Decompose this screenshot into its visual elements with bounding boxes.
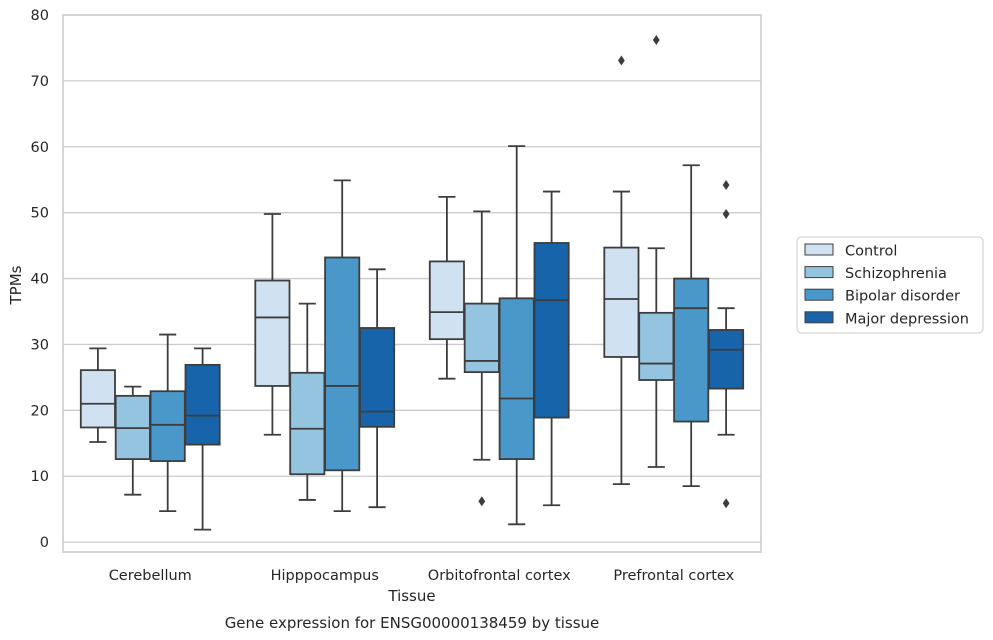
y-tick-label: 70 xyxy=(31,74,49,90)
legend-swatch xyxy=(804,243,834,256)
box-mark xyxy=(324,179,361,513)
outlier-point xyxy=(618,55,625,66)
outlier-point xyxy=(652,35,660,46)
iqr-box xyxy=(149,390,186,462)
box-mark xyxy=(708,179,745,509)
box-mark xyxy=(498,145,535,526)
legend-label: Major depression xyxy=(845,311,969,327)
x-tick-label: Prefrontal cortex xyxy=(613,568,734,584)
iqr-box xyxy=(254,279,291,387)
legend-frame xyxy=(796,236,984,334)
y-tick-labels: 0 10 20 30 40 50 60 70 80 xyxy=(31,8,49,551)
legend-label: Bipolar disorder xyxy=(845,289,960,305)
series-control xyxy=(79,55,640,486)
iqr-box xyxy=(498,297,535,460)
legend-label: Schizophrenia xyxy=(845,266,947,282)
x-axis-label: Tissue xyxy=(387,587,435,605)
y-tick-label: 80 xyxy=(31,8,49,24)
y-axis-label: TPMs xyxy=(7,265,25,305)
box-mark xyxy=(79,347,116,443)
series-major-depression xyxy=(184,179,745,531)
box-mark xyxy=(673,164,710,488)
legend: Control Schizophrenia Bipolar disorder Majo… xyxy=(796,236,984,334)
y-tick-label: 20 xyxy=(31,403,49,419)
outlier-point xyxy=(722,498,730,509)
series-bipolar-disorder xyxy=(149,145,710,526)
iqr-box xyxy=(324,256,361,472)
x-tick-label: Cerebellum xyxy=(109,568,192,584)
chart-caption: Gene expression for ENSG00000138459 by t… xyxy=(225,614,600,632)
outlier-point xyxy=(722,179,730,190)
iqr-box xyxy=(638,311,675,381)
y-tick-label: 40 xyxy=(31,272,49,288)
iqr-box xyxy=(79,369,116,429)
box-mark xyxy=(149,333,186,513)
y-tick-label: 50 xyxy=(31,206,49,222)
iqr-box xyxy=(428,260,465,341)
x-tick-labels: Cerebellum Hipppocampus Orbitofrontal cort… xyxy=(109,568,735,584)
outlier-point xyxy=(478,496,486,507)
y-tick-label: 10 xyxy=(31,469,49,485)
plot-frame xyxy=(62,14,762,553)
y-tick-label: 0 xyxy=(40,535,49,551)
box-mark xyxy=(359,268,396,509)
box-mark xyxy=(254,213,291,436)
box-mark xyxy=(463,210,500,507)
iqr-box xyxy=(533,242,570,419)
box-mark xyxy=(184,347,221,531)
legend-swatch xyxy=(804,288,834,301)
box-series xyxy=(79,35,745,531)
y-tick-label: 60 xyxy=(31,140,49,156)
legend-swatch xyxy=(804,266,834,279)
box-mark xyxy=(114,385,151,496)
legend-label: Control xyxy=(845,244,897,260)
y-tick-label: 30 xyxy=(31,337,49,353)
iqr-box xyxy=(673,277,710,423)
iqr-box xyxy=(603,246,640,358)
box-mark xyxy=(638,35,675,468)
box-mark xyxy=(533,190,570,507)
box-mark xyxy=(603,55,640,486)
box-mark xyxy=(289,302,326,501)
x-tick-label: Orbitofrontal cortex xyxy=(428,568,571,584)
iqr-box xyxy=(463,302,500,374)
outlier-point xyxy=(722,208,730,219)
iqr-box xyxy=(184,363,221,446)
legend-swatch xyxy=(804,311,834,324)
iqr-box xyxy=(359,327,396,428)
box-mark xyxy=(428,195,465,380)
iqr-box xyxy=(289,371,326,476)
iqr-box xyxy=(708,329,745,390)
x-tick-label: Hipppocampus xyxy=(271,568,379,584)
series-schizophrenia xyxy=(114,35,675,507)
